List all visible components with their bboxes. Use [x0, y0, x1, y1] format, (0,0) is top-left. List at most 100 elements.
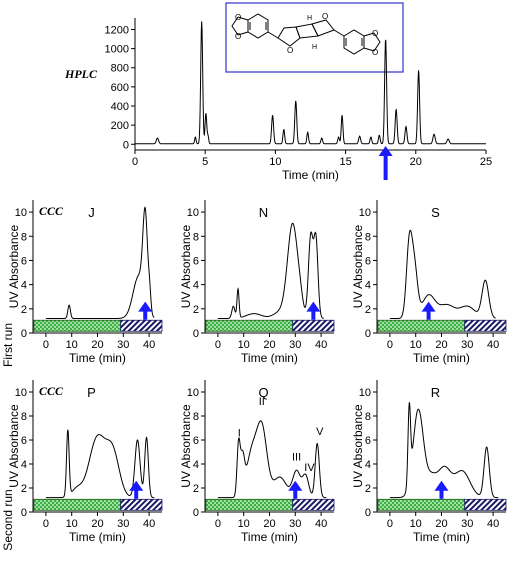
J-trace	[45, 206, 155, 319]
Q-peak-label: I	[238, 427, 241, 439]
S-trace	[389, 229, 496, 319]
hplc-xtick-label: 5	[202, 156, 208, 168]
Q-xtick-label: 30	[289, 518, 301, 530]
N-ytick-label: 10	[187, 207, 199, 219]
S-xlabel: Time (min)	[413, 351, 470, 365]
R-ytick-label: 4	[365, 459, 371, 471]
hplc-xtick-label: 0	[132, 156, 138, 168]
N-xtick-label: 20	[263, 339, 275, 351]
R-xtick-label: 30	[461, 518, 473, 530]
P-xtick-label: 20	[91, 518, 103, 530]
J-ytick-label: 4	[21, 280, 27, 292]
Q-peak-label: V	[316, 426, 324, 438]
row2-label: Second run	[1, 489, 15, 550]
N-stationary-bar	[205, 319, 294, 332]
P-stationary-bar	[33, 498, 122, 511]
Q-ytick-label: 8	[193, 411, 199, 423]
hplc-ytick-label: 200	[111, 120, 129, 132]
svg-text:O: O	[372, 48, 378, 57]
P-ytick-label: 2	[21, 483, 27, 495]
R-mobile-bar	[464, 498, 507, 511]
N-ytick-label: 2	[193, 304, 199, 316]
R-ytick-label: 6	[365, 435, 371, 447]
J-xtick-label: 20	[91, 339, 103, 351]
Q-ytick-label: 10	[187, 387, 199, 399]
hplc-label: HPLC	[64, 67, 98, 81]
row1-label: First run	[1, 323, 15, 367]
J-ylabel: UV Absorbance	[7, 224, 21, 308]
S-xtick-label: 0	[387, 339, 393, 351]
P-arrow-head	[129, 480, 144, 491]
J-ccc-label: CCC	[39, 204, 64, 218]
hplc-xtick-label: 10	[269, 156, 281, 168]
S-stationary-bar	[377, 319, 466, 332]
P-xtick-label: 0	[43, 518, 49, 530]
N-mobile-bar	[292, 319, 335, 332]
P-mobile-bar	[120, 498, 163, 511]
N-title: N	[259, 205, 268, 220]
N-ytick-label: 4	[193, 280, 199, 292]
Q-ytick-label: 2	[193, 483, 199, 495]
N-ytick-label: 8	[193, 231, 199, 243]
N-xtick-label: 10	[238, 339, 250, 351]
N-trace	[217, 222, 324, 319]
P-xtick-label: 30	[117, 518, 129, 530]
R-xtick-label: 20	[435, 518, 447, 530]
svg-text:H: H	[307, 15, 312, 22]
R-xtick-label: 0	[387, 518, 393, 530]
S-ylabel: UV Absorbance	[351, 224, 365, 308]
P-trace	[45, 429, 155, 499]
P-ytick-label: 10	[15, 387, 27, 399]
S-ytick-label: 0	[365, 328, 371, 340]
P-xtick-label: 10	[66, 518, 78, 530]
structure-oxygens: O O O O O O	[235, 12, 378, 57]
R-title: R	[431, 385, 440, 400]
R-ytick-label: 8	[365, 411, 371, 423]
S-ytick-label: 4	[365, 280, 371, 292]
S-ytick-label: 6	[365, 255, 371, 267]
R-trace	[389, 401, 499, 499]
J-xtick-label: 10	[66, 339, 78, 351]
hplc-ytick-label: 1200	[105, 24, 129, 36]
structure-inset: O O O O O O H H	[225, 2, 404, 73]
J-ytick-label: 2	[21, 304, 27, 316]
Q-mobile-bar	[292, 498, 335, 511]
N-arrow-head	[306, 301, 321, 312]
Q-peak-label: III	[292, 451, 301, 463]
Q-arrow-head	[288, 480, 303, 491]
P-title: P	[87, 385, 96, 400]
structure-box	[225, 2, 404, 73]
S-xtick-label: 10	[410, 339, 422, 351]
J-arrow-head	[138, 301, 153, 312]
hplc-xtick-label: 20	[410, 156, 422, 168]
P-xtick-label: 40	[143, 518, 155, 530]
hplc-ytick-label: 600	[111, 82, 129, 94]
Q-ytick-label: 4	[193, 459, 199, 471]
N-xlabel: Time (min)	[241, 351, 298, 365]
J-stationary-bar	[33, 319, 122, 332]
R-stationary-bar	[377, 498, 466, 511]
P-ytick-label: 6	[21, 435, 27, 447]
J-mobile-bar	[120, 319, 163, 332]
R-ytick-label: 2	[365, 483, 371, 495]
Q-xtick-label: 10	[238, 518, 250, 530]
N-ytick-label: 6	[193, 255, 199, 267]
hplc-arrow-head	[378, 146, 393, 156]
P-xlabel: Time (min)	[69, 530, 126, 544]
R-ylabel: UV Absorbance	[351, 404, 365, 488]
N-ylabel: UV Absorbance	[179, 224, 193, 308]
N-xtick-label: 30	[289, 339, 301, 351]
S-xtick-label: 20	[435, 339, 447, 351]
R-ytick-label: 0	[365, 507, 371, 519]
Q-ytick-label: 0	[193, 507, 199, 519]
P-ylabel: UV Absorbance	[7, 404, 21, 488]
R-arrow-head	[434, 480, 449, 491]
J-xlabel: Time (min)	[69, 351, 126, 365]
N-xtick-label: 40	[315, 339, 327, 351]
Q-stationary-bar	[205, 498, 294, 511]
Q-peak-label: II	[259, 396, 265, 408]
